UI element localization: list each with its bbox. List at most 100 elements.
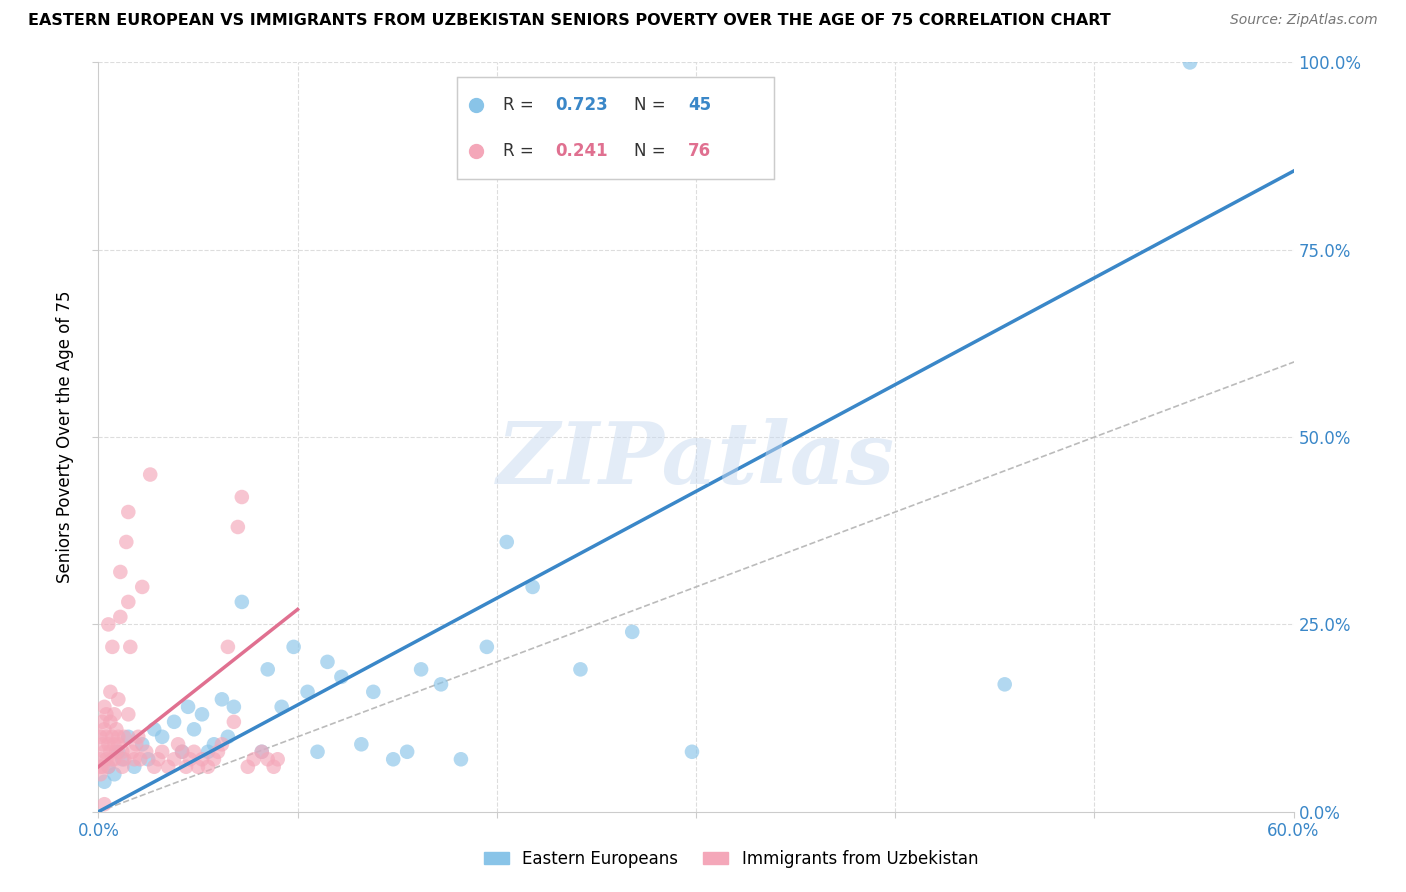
Point bbox=[105, 723, 128, 737]
Point bbox=[183, 745, 205, 759]
Point bbox=[111, 760, 134, 774]
Point bbox=[96, 752, 118, 766]
Point bbox=[250, 745, 273, 759]
Point bbox=[163, 752, 186, 766]
Point bbox=[495, 535, 517, 549]
Point bbox=[135, 745, 157, 759]
Point bbox=[93, 797, 115, 812]
Point bbox=[101, 752, 124, 766]
Point bbox=[222, 699, 245, 714]
Point bbox=[97, 760, 120, 774]
Point bbox=[217, 730, 239, 744]
Text: Source: ZipAtlas.com: Source: ZipAtlas.com bbox=[1230, 13, 1378, 28]
Point bbox=[243, 752, 266, 766]
Point bbox=[197, 760, 219, 774]
Point bbox=[110, 565, 132, 579]
Point bbox=[93, 699, 115, 714]
Point bbox=[93, 774, 115, 789]
Point bbox=[103, 737, 125, 751]
Point bbox=[202, 737, 225, 751]
Point bbox=[250, 745, 273, 759]
Point bbox=[107, 730, 129, 744]
Point bbox=[256, 662, 278, 676]
Point bbox=[103, 752, 125, 766]
Point bbox=[174, 760, 197, 774]
Point bbox=[111, 752, 134, 766]
Point bbox=[236, 760, 259, 774]
Point bbox=[202, 752, 225, 766]
Point bbox=[450, 752, 472, 766]
Point bbox=[98, 685, 122, 699]
Point bbox=[172, 745, 194, 759]
Point bbox=[1178, 55, 1201, 70]
Point bbox=[267, 752, 290, 766]
Point bbox=[117, 730, 139, 744]
Point bbox=[91, 760, 114, 774]
Point bbox=[91, 714, 114, 729]
Text: EASTERN EUROPEAN VS IMMIGRANTS FROM UZBEKISTAN SENIORS POVERTY OVER THE AGE OF 7: EASTERN EUROPEAN VS IMMIGRANTS FROM UZBE… bbox=[28, 13, 1111, 29]
Y-axis label: Seniors Poverty Over the Age of 75: Seniors Poverty Over the Age of 75 bbox=[56, 291, 75, 583]
Point bbox=[569, 662, 592, 676]
Point bbox=[163, 714, 186, 729]
Point bbox=[89, 767, 111, 781]
Point bbox=[117, 505, 139, 519]
Point bbox=[129, 752, 152, 766]
Legend: Eastern Europeans, Immigrants from Uzbekistan: Eastern Europeans, Immigrants from Uzbek… bbox=[478, 844, 984, 875]
Point bbox=[89, 760, 111, 774]
Point bbox=[172, 745, 194, 759]
Point bbox=[150, 730, 173, 744]
Point bbox=[430, 677, 453, 691]
Point bbox=[103, 767, 125, 781]
Point bbox=[131, 580, 153, 594]
Point bbox=[382, 752, 405, 766]
Point bbox=[231, 595, 253, 609]
Point bbox=[112, 730, 135, 744]
Point bbox=[157, 760, 180, 774]
Point bbox=[117, 707, 139, 722]
Point bbox=[112, 752, 135, 766]
Point bbox=[107, 737, 129, 751]
Point bbox=[263, 760, 285, 774]
Point bbox=[117, 595, 139, 609]
Point bbox=[120, 640, 142, 654]
Point bbox=[621, 624, 644, 639]
Point bbox=[307, 745, 329, 759]
Point bbox=[93, 745, 115, 759]
Point bbox=[256, 752, 278, 766]
Point bbox=[522, 580, 544, 594]
Point bbox=[143, 760, 166, 774]
Point bbox=[115, 535, 138, 549]
Point bbox=[475, 640, 498, 654]
Point bbox=[98, 714, 122, 729]
Point bbox=[363, 685, 385, 699]
Point bbox=[96, 707, 118, 722]
Point bbox=[96, 730, 118, 744]
Point bbox=[97, 617, 120, 632]
Point bbox=[121, 745, 143, 759]
Point bbox=[191, 707, 214, 722]
Point bbox=[124, 752, 146, 766]
Point bbox=[681, 745, 703, 759]
Point bbox=[150, 745, 173, 759]
Point bbox=[105, 745, 128, 759]
Point bbox=[177, 699, 200, 714]
Point bbox=[187, 760, 209, 774]
Point bbox=[98, 745, 122, 759]
Point bbox=[231, 490, 253, 504]
Point bbox=[330, 670, 353, 684]
Point bbox=[143, 723, 166, 737]
Point bbox=[191, 752, 214, 766]
Point bbox=[183, 723, 205, 737]
Point bbox=[994, 677, 1017, 691]
Point bbox=[101, 730, 124, 744]
Point bbox=[211, 692, 233, 706]
Point bbox=[127, 730, 149, 744]
Point bbox=[91, 737, 114, 751]
Point bbox=[316, 655, 339, 669]
Point bbox=[148, 752, 170, 766]
Text: ZIPatlas: ZIPatlas bbox=[496, 417, 896, 501]
Point bbox=[89, 752, 111, 766]
Point bbox=[136, 752, 159, 766]
Point bbox=[207, 745, 229, 759]
Point bbox=[270, 699, 292, 714]
